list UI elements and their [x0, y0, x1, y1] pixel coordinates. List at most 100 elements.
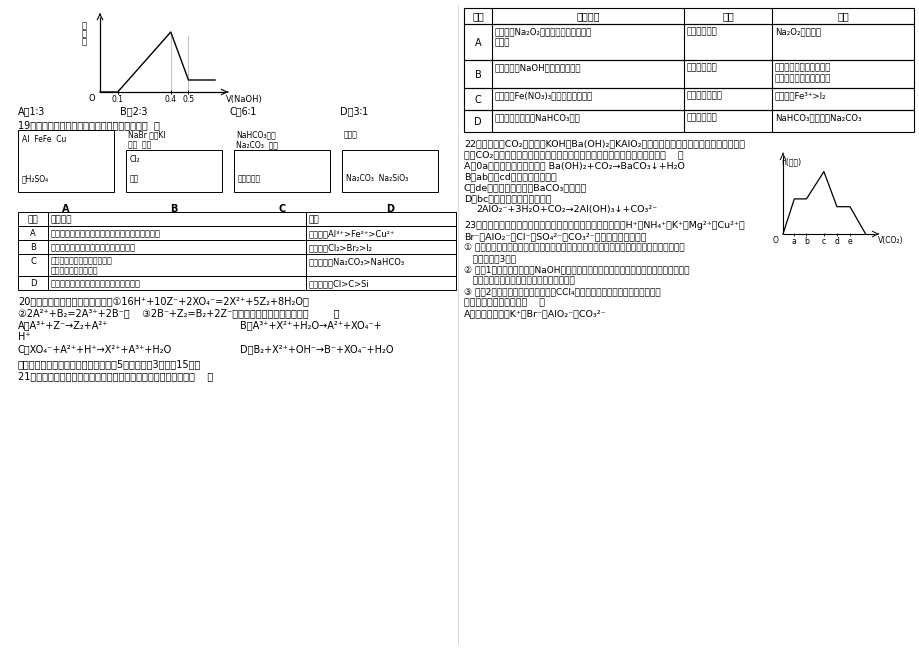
Text: 左烧杯中铁表面有气泡，右边烧杯中铜表面有气泡: 左烧杯中铁表面有气泡，右边烧杯中铜表面有气泡	[51, 229, 161, 238]
Text: Cl₂: Cl₂	[130, 155, 141, 164]
Text: C: C	[30, 257, 36, 266]
Bar	[463, 110, 913, 132]
Text: 右烧杯中澄清石灰水变浑浊，: 右烧杯中澄清石灰水变浑浊，	[51, 256, 113, 265]
Text: D．3∶1: D．3∶1	[340, 106, 368, 116]
Text: A．溶液中一定有K⁺、Br⁻、AlO₂⁻、CO₃²⁻: A．溶液中一定有K⁺、Br⁻、AlO₂⁻、CO₃²⁻	[463, 309, 606, 318]
Text: Na₂CO₃  Na₂SiO₃: Na₂CO₃ Na₂SiO₃	[346, 174, 408, 183]
Text: ③ 在第2份溶液中加入新制的氯水和CCl₄，振荡后静置，下层溶液显橙红色。: ③ 在第2份溶液中加入新制的氯水和CCl₄，振荡后静置，下层溶液显橙红色。	[463, 287, 660, 296]
Text: B: B	[474, 70, 481, 80]
Bar	[18, 240, 456, 254]
Text: Na₂O₂已经变质: Na₂O₂已经变质	[774, 27, 820, 36]
Bar	[18, 276, 456, 290]
Text: 向黄色的Fe(NO₃)₃溶液中滴加氢碘酸: 向黄色的Fe(NO₃)₃溶液中滴加氢碘酸	[494, 91, 593, 100]
Text: B．A³⁺+X²⁺+H₂O→A²⁺+XO₄⁻+: B．A³⁺+X²⁺+H₂O→A²⁺+XO₄⁻+	[240, 320, 381, 330]
Text: 溶液  溶液: 溶液 溶液	[128, 140, 151, 149]
Text: 结论: 结论	[836, 11, 848, 21]
Text: b: b	[803, 237, 808, 246]
Bar	[18, 130, 114, 192]
Text: D: D	[473, 117, 482, 127]
Text: 非金属性：Cl>C>Si: 非金属性：Cl>C>Si	[309, 279, 369, 288]
Text: 微热滴加了酚酞的NaHCO₃溶液: 微热滴加了酚酞的NaHCO₃溶液	[494, 113, 580, 122]
Text: A．0a段反应的化学方程式是 Ba(OH)₂+CO₂→BaCO₃↓+H₂O: A．0a段反应的化学方程式是 Ba(OH)₂+CO₂→BaCO₃↓+H₂O	[463, 161, 684, 170]
Text: 稀H₂SO₄: 稀H₂SO₄	[22, 174, 49, 183]
Bar	[18, 226, 456, 240]
Text: 结论: 结论	[309, 215, 320, 224]
Text: 0.1: 0.1	[111, 95, 123, 104]
Text: 锥形瓶中有气体产生，烧杯中液体变浑浊: 锥形瓶中有气体产生，烧杯中液体变浑浊	[51, 279, 141, 288]
Text: C: C	[474, 95, 481, 105]
Text: 氧化性：Fe³⁺>I₂: 氧化性：Fe³⁺>I₂	[774, 91, 826, 100]
Text: D．bc段反应的离子方程式是：: D．bc段反应的离子方程式是：	[463, 194, 550, 203]
Text: B: B	[170, 204, 177, 214]
Text: 溶液变为黄褐色: 溶液变为黄褐色	[686, 91, 722, 100]
Text: 液体不再分层: 液体不再分层	[686, 63, 717, 72]
Bar	[18, 254, 456, 276]
Text: A: A	[62, 204, 70, 214]
Text: 热稳定性：Na₂CO₃>NaHCO₃: 热稳定性：Na₂CO₃>NaHCO₃	[309, 257, 404, 266]
Text: 量: 量	[82, 37, 87, 46]
Text: A．1∶3: A．1∶3	[18, 106, 45, 116]
Text: H⁺: H⁺	[18, 332, 30, 342]
Text: C．de段沉淀减少是由于BaCO₃固体消失: C．de段沉淀减少是由于BaCO₃固体消失	[463, 183, 586, 192]
Text: 产生无色气体: 产生无色气体	[686, 27, 717, 36]
Text: a: a	[791, 237, 796, 246]
Text: C．XO₄⁻+A²⁺+H⁺→X²⁺+A³⁺+H₂O: C．XO₄⁻+A²⁺+H⁺→X²⁺+A³⁺+H₂O	[18, 344, 172, 354]
Text: 23．某澄清透明溶液中，可能大量存在下列离子中的若干种：H⁺、NH₄⁺、K⁺、Mg²⁺、Cu²⁺、: 23．某澄清透明溶液中，可能大量存在下列离子中的若干种：H⁺、NH₄⁺、K⁺、M…	[463, 221, 744, 230]
Bar	[18, 212, 456, 226]
Text: d: d	[834, 237, 838, 246]
Text: 20．常温下，在溶液中发生反应：①16H⁺+10Z⁻+2XO₄⁻=2X²⁺+5Z₂+8H₂O，: 20．常温下，在溶液中发生反应：①16H⁺+10Z⁻+2XO₄⁻=2X²⁺+5Z…	[18, 296, 309, 306]
Text: O: O	[88, 94, 96, 103]
Text: 的盐酸: 的盐酸	[494, 38, 510, 47]
Text: 实验: 实验	[28, 215, 39, 224]
Text: 氧化性：Cl₂>Br₂>I₂: 氧化性：Cl₂>Br₂>I₂	[309, 243, 372, 252]
Text: 2AlO₂⁻+3H₂O+CO₂→2Al(OH)₃↓+CO₃²⁻: 2AlO₂⁻+3H₂O+CO₂→2Al(OH)₃↓+CO₃²⁻	[475, 205, 656, 214]
Text: 则下列推断正确的是：（    ）: 则下列推断正确的是：（ ）	[463, 298, 544, 307]
Text: 通入CO₂的体积关系如图所示。下列关于整个反应过程中的叙述不正确的是（    ）: 通入CO₂的体积关系如图所示。下列关于整个反应过程中的叙述不正确的是（ ）	[463, 150, 683, 159]
Text: ② 在第1份溶液中逐滴加入NaOH溶液至过量，溶液先浑浊后又变澄清。加热，将湿润的: ② 在第1份溶液中逐滴加入NaOH溶液至过量，溶液先浑浊后又变澄清。加热，将湿润…	[463, 265, 688, 274]
Text: C: C	[278, 204, 285, 214]
Bar	[463, 8, 913, 24]
Text: 淀: 淀	[82, 29, 87, 38]
Text: D: D	[386, 204, 393, 214]
Text: 全水解生成溶于水的物质: 全水解生成溶于水的物质	[774, 74, 831, 83]
Text: 实验操作: 实验操作	[575, 11, 599, 21]
Text: 21．下列实验中，实验操作和现象，以及得出的结论均正确的是（    ）: 21．下列实验中，实验操作和现象，以及得出的结论均正确的是（ ）	[18, 371, 213, 381]
Text: 19．根据下列实验现象，所得结论正确的是（　  ）: 19．根据下列实验现象，所得结论正确的是（ ）	[18, 120, 160, 130]
Text: e: e	[846, 237, 851, 246]
Text: V(CO₂): V(CO₂)	[877, 236, 902, 245]
Text: A: A	[30, 229, 36, 238]
Bar	[342, 150, 437, 192]
Bar	[463, 24, 913, 60]
Text: ① 用试管取少量溶液，逐滴加入稀盐酸至过量，溶液先浑浊后又变澄清，有无色气体放出。: ① 用试管取少量溶液，逐滴加入稀盐酸至过量，溶液先浑浊后又变澄清，有无色气体放出…	[463, 243, 684, 252]
Text: B．2∶3: B．2∶3	[119, 106, 147, 116]
Text: B．ab段与cd段发生的反应相同: B．ab段与cd段发生的反应相同	[463, 172, 556, 181]
Text: Na₂CO₃  固体: Na₂CO₃ 固体	[236, 140, 278, 149]
Text: 左边棉花变为橙色，右边棉花变为蓝色: 左边棉花变为橙色，右边棉花变为蓝色	[51, 243, 136, 252]
Text: 澄清石灰水: 澄清石灰水	[238, 174, 261, 183]
Text: n(沉淀): n(沉淀)	[780, 157, 800, 166]
Text: D: D	[29, 279, 36, 288]
Text: 稀盐酸: 稀盐酸	[344, 130, 357, 139]
Text: V(NaOH): V(NaOH)	[226, 95, 263, 104]
Text: B: B	[30, 243, 36, 252]
Text: 现象: 现象	[721, 11, 733, 21]
Text: O: O	[772, 236, 778, 245]
Text: 22．将足量的CO₂不断通入KOH、Ba(OH)₂、KAlO₂的混合溶液中，生成沉淀的物质的量与所: 22．将足量的CO₂不断通入KOH、Ba(OH)₂、KAlO₂的混合溶液中，生成…	[463, 139, 744, 148]
Text: 沉: 沉	[82, 21, 87, 30]
Text: 橡球: 橡球	[130, 174, 139, 183]
Text: NaHCO₃固体: NaHCO₃固体	[236, 130, 276, 139]
Text: 二、选择题（每小题只有一个选项，共5小题，每题3分，计15分）: 二、选择题（每小题只有一个选项，共5小题，每题3分，计15分）	[18, 359, 201, 369]
Text: 选项: 选项	[471, 11, 483, 21]
Text: 左边烧杯中无明显变化: 左边烧杯中无明显变化	[51, 266, 98, 275]
Text: A．A³⁺+Z⁻→Z₂+A²⁺: A．A³⁺+Z⁻→Z₂+A²⁺	[18, 320, 108, 330]
Text: 实验现象: 实验现象	[51, 215, 73, 224]
Text: D．B₂+X²⁺+OH⁻→B⁻+XO₄⁻+H₂O: D．B₂+X²⁺+OH⁻→B⁻+XO₄⁻+H₂O	[240, 344, 393, 354]
Text: 乙酸乙酯与NaOH溶液共热、搅拌: 乙酸乙酯与NaOH溶液共热、搅拌	[494, 63, 581, 72]
Text: 氧化性：Al³⁺>Fe²⁺>Cu²⁺: 氧化性：Al³⁺>Fe²⁺>Cu²⁺	[309, 229, 395, 238]
Bar	[126, 150, 221, 192]
Text: C．6∶1: C．6∶1	[230, 106, 257, 116]
Text: 红色石蕊试纸置于试管口，未见明显现象。: 红色石蕊试纸置于试管口，未见明显现象。	[463, 276, 574, 285]
Text: c: c	[821, 237, 825, 246]
Text: Br⁻、AlO₂⁻、Cl⁻、SO₄²⁻、CO₃²⁻，现进行如下实验：: Br⁻、AlO₂⁻、Cl⁻、SO₄²⁻、CO₃²⁻，现进行如下实验：	[463, 232, 646, 241]
Text: NaHCO₃分解产生Na₂CO₃: NaHCO₃分解产生Na₂CO₃	[774, 113, 860, 122]
